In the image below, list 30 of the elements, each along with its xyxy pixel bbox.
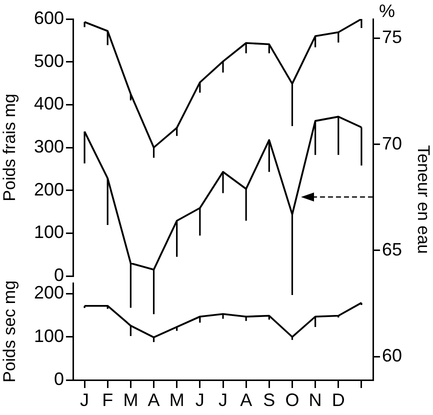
y2-axis-title: Teneur en eau bbox=[414, 145, 433, 254]
y-tick-label: 100 bbox=[34, 222, 64, 242]
y2-tick-label: 60 bbox=[382, 346, 402, 366]
x-tick-label: A bbox=[240, 390, 252, 410]
x-tick-label: S bbox=[263, 390, 276, 410]
x-tick-label: F bbox=[102, 390, 114, 410]
y2-tick-label: 65 bbox=[382, 239, 402, 260]
x-tick-label: O bbox=[285, 390, 300, 410]
y-tick-label: 300 bbox=[34, 136, 64, 156]
y-tick-label: 0 bbox=[54, 264, 64, 285]
y2-tick-label: 70 bbox=[382, 133, 402, 154]
x-tick-label: D bbox=[332, 390, 345, 410]
x-tick-label: N bbox=[308, 390, 322, 410]
y-tick-label: 100 bbox=[34, 326, 64, 346]
x-tick-label: J bbox=[195, 390, 204, 410]
x-tick-label: A bbox=[148, 390, 160, 410]
y-tick-label: 200 bbox=[34, 282, 64, 303]
x-tick-label: J bbox=[80, 390, 90, 410]
x-tick-label: J bbox=[218, 390, 228, 410]
y-tick-label: 500 bbox=[34, 50, 64, 71]
x-tick-label: M bbox=[123, 390, 138, 410]
y-tick-label: 600 bbox=[34, 8, 64, 28]
y2-tick-label: 75 bbox=[382, 27, 402, 48]
y-tick-label: 400 bbox=[34, 94, 64, 114]
text: % bbox=[379, 0, 396, 21]
y-tick-label: 0 bbox=[54, 368, 64, 389]
y-axis-title: Poids frais mg bbox=[0, 94, 19, 202]
y-tick-label: 200 bbox=[34, 179, 64, 200]
y-axis-title: Poids sec mg bbox=[0, 280, 19, 383]
x-tick-label: M bbox=[169, 390, 184, 410]
